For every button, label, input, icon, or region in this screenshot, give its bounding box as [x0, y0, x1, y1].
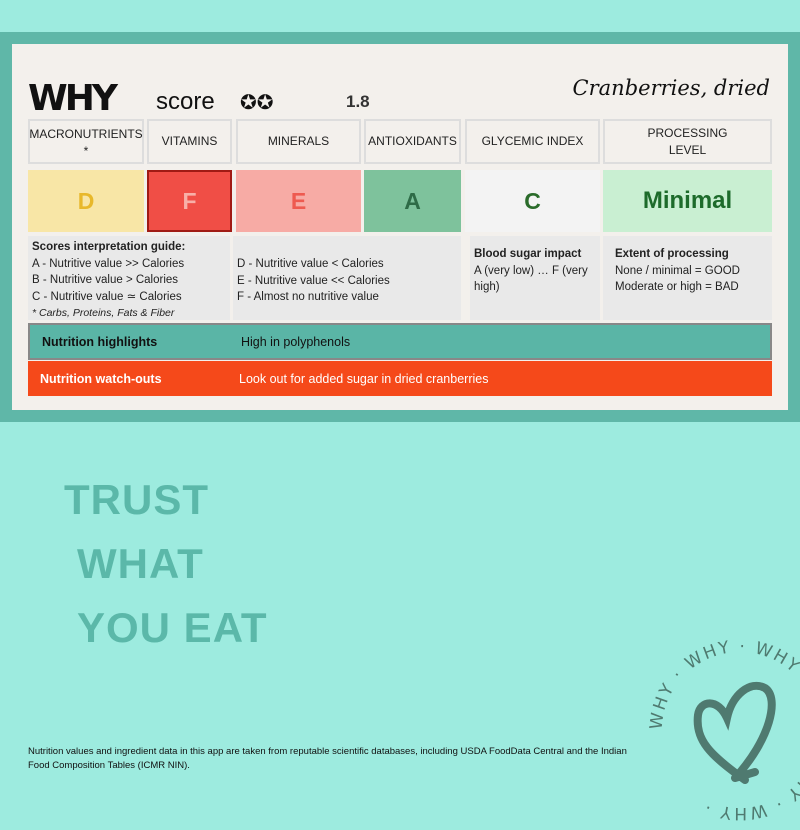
star-rating-icon: ✪✪	[240, 92, 274, 114]
score-value: 1.8	[346, 92, 370, 111]
why-logo: WHY	[28, 78, 118, 119]
guide-line: F - Almost no nutritive value	[237, 291, 379, 303]
gi-title: Blood sugar impact	[474, 248, 582, 260]
column-header: PROCESSING LEVEL	[603, 119, 772, 164]
nutrition-watchouts: Nutrition watch-outs Look out for added …	[28, 361, 772, 396]
tagline-line: WHAT	[77, 540, 204, 587]
column-header: ANTIOXIDANTS	[364, 119, 461, 164]
guide-processing: Extent of processing None / minimal = GO…	[603, 236, 772, 320]
column-header: VITAMINS	[147, 119, 232, 164]
guide-title: Scores interpretation guide:	[32, 241, 186, 253]
watchouts-text: Look out for added sugar in dried cranbe…	[239, 371, 489, 386]
guide-line: D - Nutritive value < Calories	[237, 258, 384, 270]
guide-line: B - Nutritive value > Calories	[32, 274, 179, 286]
tagline-line: TRUST	[64, 476, 209, 523]
watchouts-label: Nutrition watch-outs	[40, 371, 162, 386]
product-name: Cranberries, dried	[572, 76, 770, 100]
grade-badge: E	[236, 170, 361, 232]
column-header: MACRONUTRIENTS *	[28, 119, 144, 164]
guide-mid: D - Nutritive value < Calories E - Nutri…	[233, 236, 461, 320]
processing-line: None / minimal = GOOD	[615, 264, 740, 277]
guide-line: A - Nutritive value >> Calories	[32, 257, 185, 270]
guide-line: E - Nutritive value << Calories	[237, 274, 390, 287]
gi-text: A (very low) … F (very high)	[474, 264, 588, 294]
grade-badge: Minimal	[603, 170, 772, 232]
badge-ring-text: WHY · WHY · WHY · WHY · WHY · WHY ·	[647, 637, 800, 823]
grade-badge: C	[465, 170, 600, 232]
processing-title: Extent of processing	[615, 248, 729, 260]
processing-line: Moderate or high = BAD	[615, 281, 739, 293]
why-heart-badge: WHY · WHY · WHY · WHY · WHY · WHY ·	[647, 637, 800, 823]
guide-gi: Blood sugar impact A (very low) … F (ver…	[470, 236, 600, 320]
grade-badge: A	[364, 170, 461, 232]
tagline-line: YOU EAT	[77, 604, 268, 651]
highlights-text: High in polyphenols	[241, 334, 351, 349]
score-label: score	[156, 88, 215, 115]
guide-line: C - Nutritive value ≃ Calories	[32, 290, 182, 303]
data-source-footer: Nutrition values and ingredient data in …	[28, 746, 627, 771]
nutrition-highlights: Nutrition highlights High in polyphenols	[28, 323, 772, 360]
guide-left: Scores interpretation guide: A - Nutriti…	[28, 236, 230, 320]
column-header: MINERALS	[236, 119, 361, 164]
column-header: GLYCEMIC INDEX	[465, 119, 600, 164]
guide-footnote: * Carbs, Proteins, Fats & Fiber	[32, 307, 175, 319]
heart-icon	[693, 682, 776, 784]
grade-badge: D	[28, 170, 144, 232]
grade-badge: F	[147, 170, 232, 232]
highlights-label: Nutrition highlights	[42, 334, 158, 349]
